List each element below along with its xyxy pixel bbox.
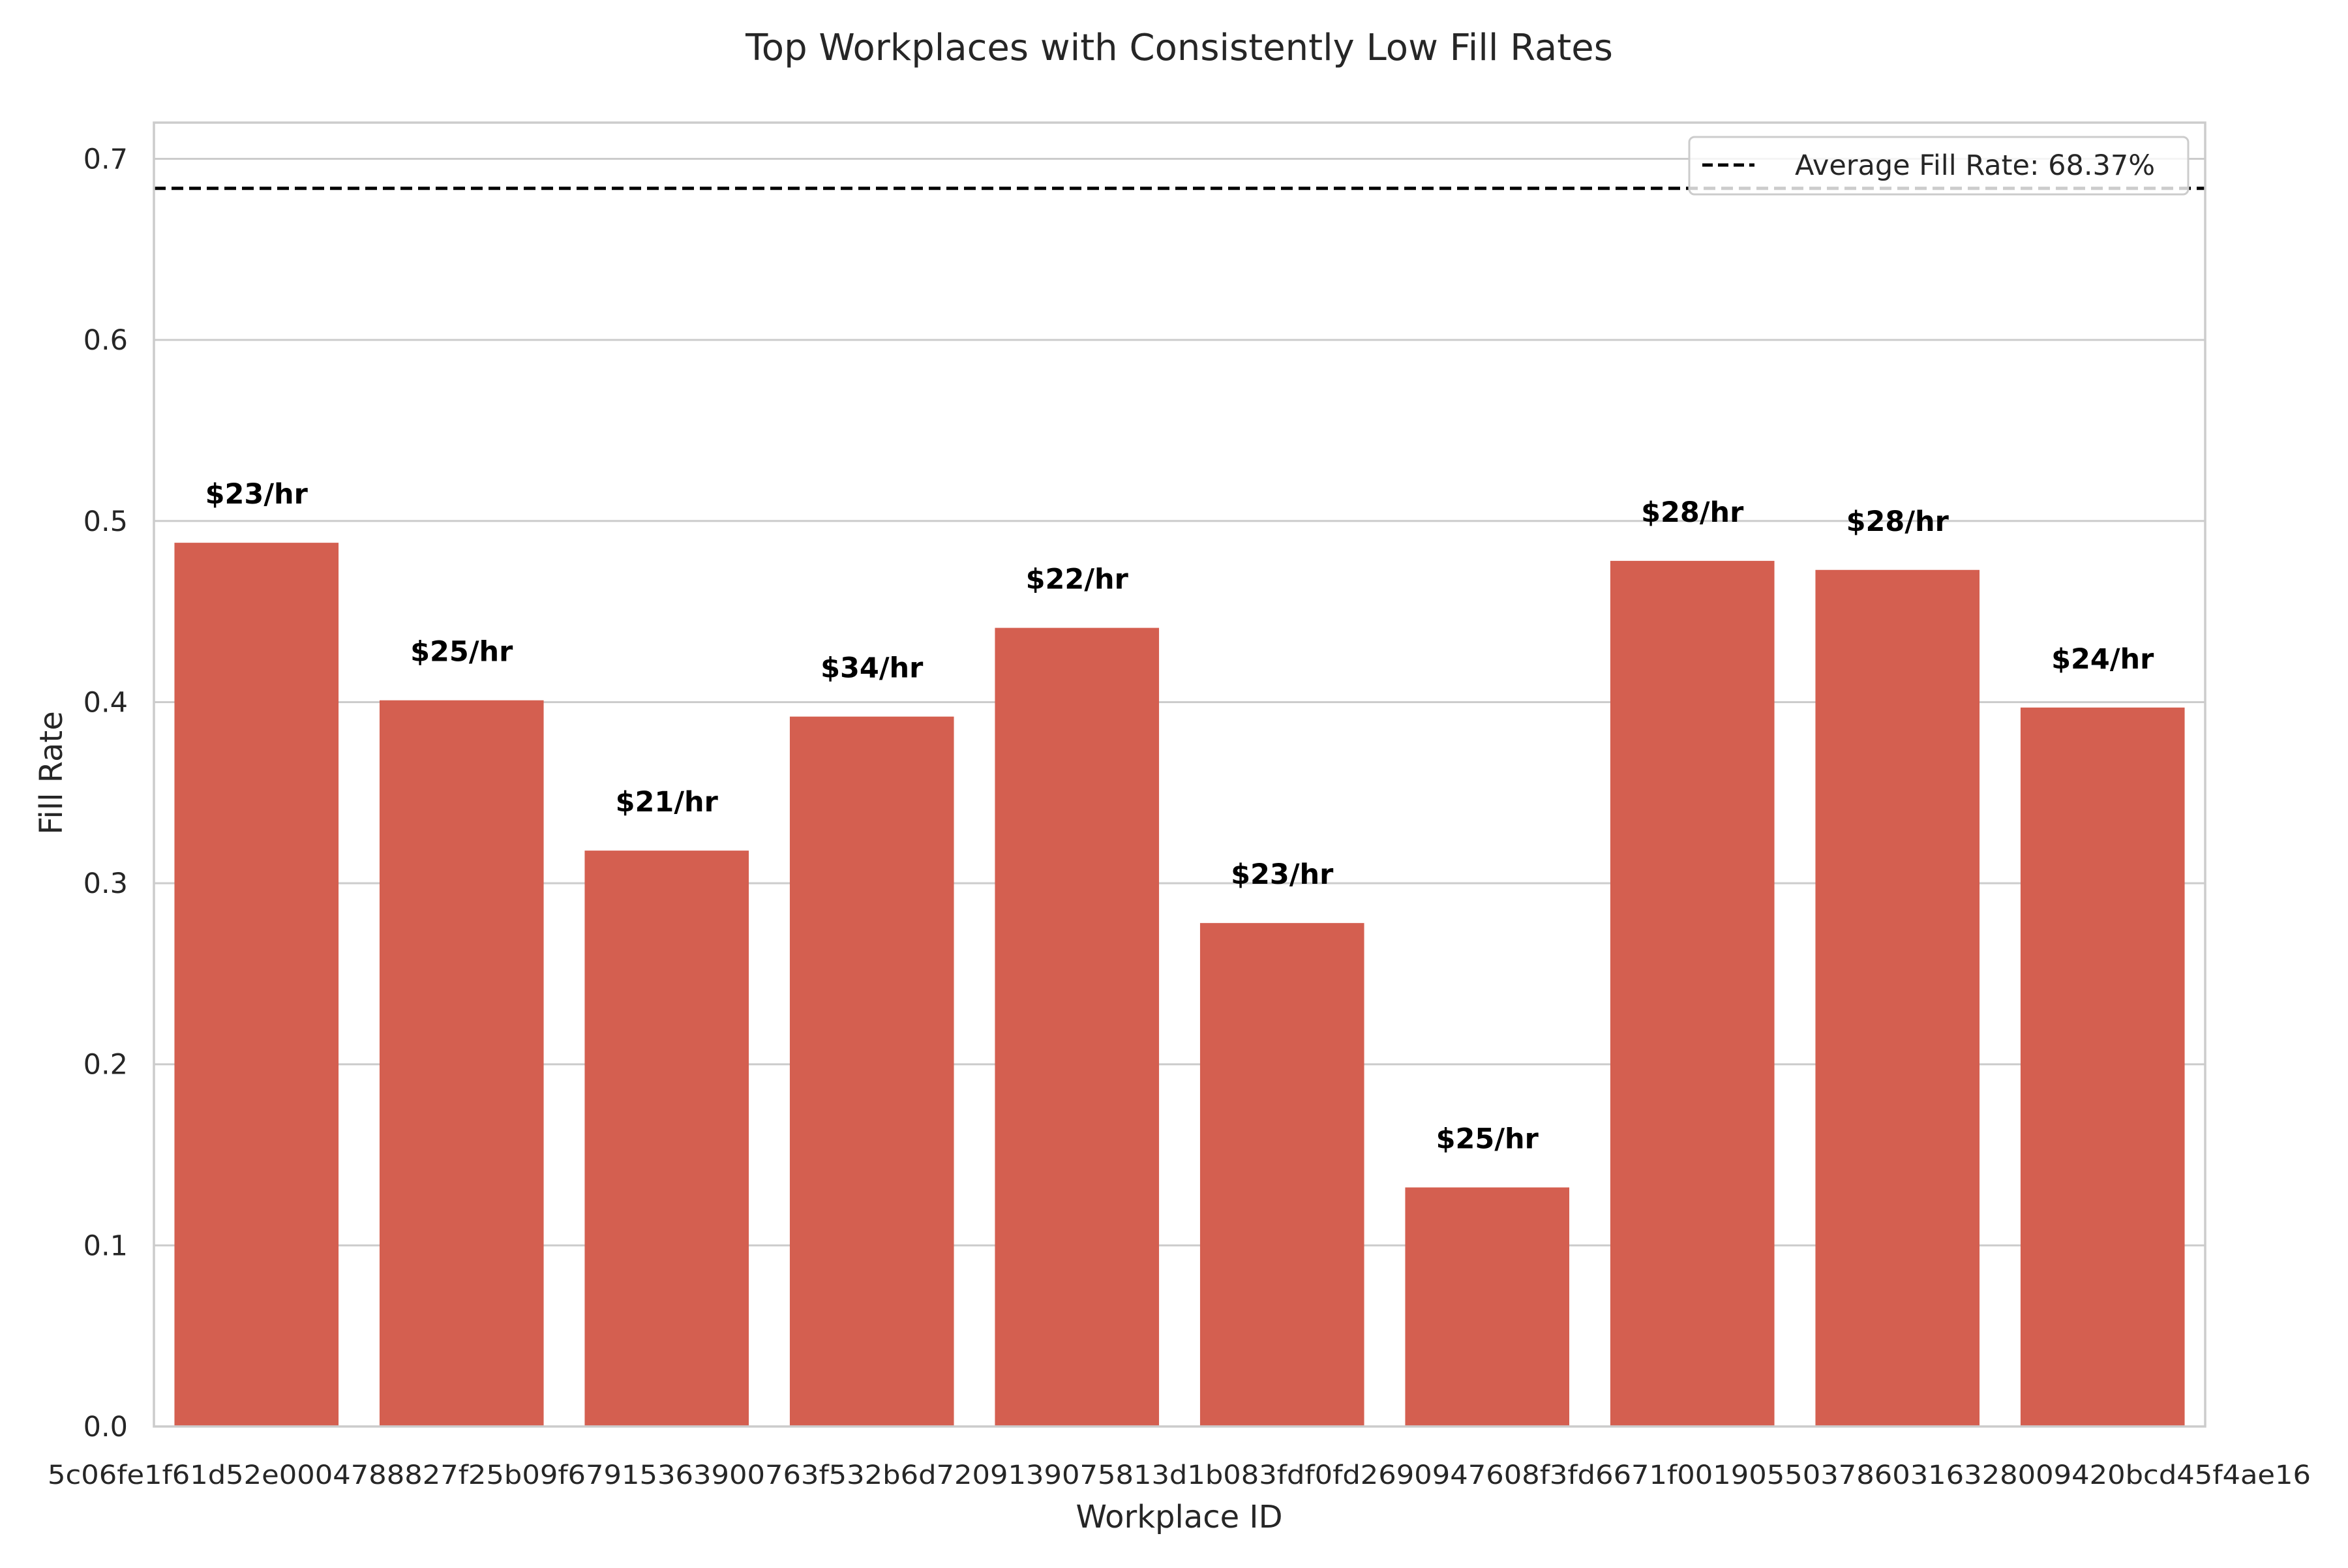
y-axis-ticks: 0.0 0.1 0.2 0.3 0.4 0.5 0.6 0.7 <box>83 143 128 1443</box>
bar-data-label: $25/hr <box>410 636 513 669</box>
bar-data-label: $28/hr <box>1641 496 1744 529</box>
y-tick-label: 0.3 <box>83 867 128 900</box>
y-axis-label: Fill Rate <box>33 711 70 834</box>
y-tick-label: 0.5 <box>83 505 128 538</box>
bar <box>584 851 749 1426</box>
y-tick-label: 0.1 <box>83 1229 128 1262</box>
y-tick-label: 0.0 <box>83 1411 128 1443</box>
x-tick-labels: 5c06fe1f61d52e0004788827f25b09f679153639… <box>48 1460 2311 1490</box>
bar <box>174 543 339 1426</box>
chart-title: Top Workplaces with Consistently Low Fil… <box>745 27 1613 69</box>
legend-box <box>1688 136 2190 196</box>
bar <box>995 627 1160 1426</box>
bar <box>1610 560 1775 1426</box>
bars: $23/hr $25/hr $21/hr $34/hr $22/hr $23/hr $25/… <box>174 478 2185 1426</box>
x-axis-label: Workplace ID <box>1076 1499 1282 1535</box>
legend: Average Fill Rate: 68.37% <box>1688 136 2190 196</box>
bar-data-label: $22/hr <box>1026 564 1129 596</box>
bar <box>1405 1187 1570 1426</box>
y-tick-label: 0.2 <box>83 1049 128 1081</box>
bar <box>1815 569 1980 1426</box>
bar-data-label: $28/hr <box>1846 505 1949 538</box>
bar-data-label: $34/hr <box>820 652 924 685</box>
bar <box>2020 707 2185 1426</box>
bar <box>1199 923 1364 1426</box>
bar-data-label: $25/hr <box>1436 1123 1539 1156</box>
y-tick-label: 0.7 <box>83 143 128 176</box>
bar <box>379 700 544 1426</box>
legend-label: Average Fill Rate: 68.37% <box>1795 149 2155 182</box>
y-tick-label: 0.6 <box>83 324 128 357</box>
y-tick-label: 0.4 <box>83 686 128 719</box>
bar <box>789 716 954 1426</box>
bar-data-label: $23/hr <box>205 478 309 511</box>
bar-data-label: $21/hr <box>616 786 719 819</box>
bar-data-label: $24/hr <box>2051 643 2154 676</box>
bar-data-label: $23/hr <box>1231 858 1334 891</box>
plot-frame <box>153 121 2206 1428</box>
